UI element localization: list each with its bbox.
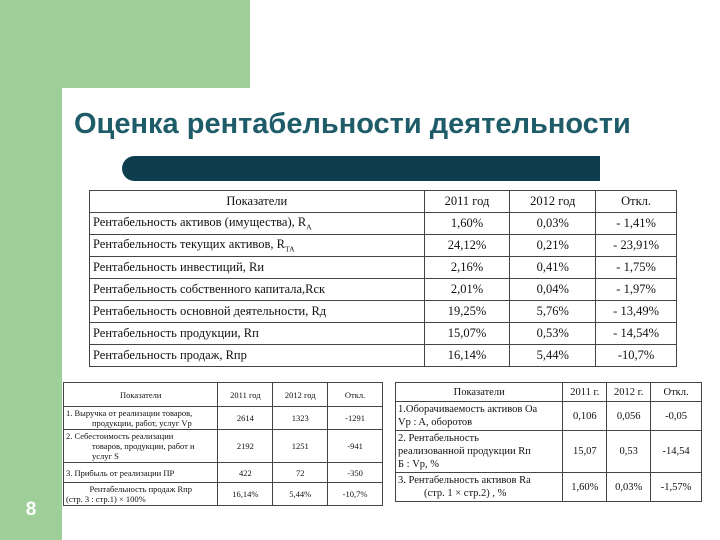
table-header-row: Показатели 2011 г. 2012 г. Откл. [394, 382, 702, 402]
value-2012: 5,76% [509, 300, 597, 323]
value-deviation: -941 [327, 429, 383, 463]
table-row: 2. Рентабельность реализованной продукци… [394, 430, 702, 473]
value-deviation: -10,7% [327, 482, 383, 506]
slide-number: 8 [25, 499, 37, 520]
header-deviation: Откл. [650, 382, 702, 402]
header-2012: 2012 год [272, 382, 329, 407]
row-label: Рентабельность основной деятельности, Rд [89, 300, 425, 323]
row-label: Рентабельность продукции, Rп [89, 322, 425, 345]
row-label: Рентабельность текущих активов, RТА [89, 234, 425, 257]
value-2012: 5,44% [509, 344, 597, 367]
value-deviation: -1291 [327, 406, 383, 430]
table-row: Рентабельность текущих активов, RТА 24,1… [89, 234, 677, 257]
sales-profitability-table: Показатели 2011 год 2012 год Откл. 1. Вы… [62, 382, 383, 506]
value-2011: 422 [217, 462, 274, 483]
value-2012: 0,03% [509, 212, 597, 235]
table-row: 1. Выручка от реализации товаров, продук… [62, 406, 383, 430]
value-2012: 0,41% [509, 256, 597, 279]
table-row: 2. Себестоимость реализации товаров, про… [62, 429, 383, 463]
assets-profitability-table: Показатели 2011 г. 2012 г. Откл. 1.Обора… [394, 382, 702, 502]
value-2011: 16,14% [217, 482, 274, 506]
value-2012: 1323 [272, 406, 329, 430]
value-deviation: - 1,75% [595, 256, 677, 279]
value-2012: 0,53 [606, 430, 652, 473]
value-deviation: - 1,97% [595, 278, 677, 301]
row-label: 1. Выручка от реализации товаров, продук… [62, 406, 219, 430]
value-deviation: -1,57% [650, 472, 702, 502]
row-label: Рентабельность инвестиций, Rи [89, 256, 425, 279]
side-accent-strip [0, 0, 62, 540]
row-label: 3. Прибыль от реализации ПР [62, 462, 219, 483]
value-deviation: - 1,41% [595, 212, 677, 235]
header-deviation: Откл. [595, 190, 677, 213]
table-row: Рентабельность инвестиций, Rи 2,16% 0,41… [89, 256, 677, 279]
row-label: 3. Рентабельность активов Ra (стр. 1 × с… [394, 472, 564, 502]
value-2011: 1,60% [423, 212, 511, 235]
value-2011: 15,07% [423, 322, 511, 345]
table-row: Рентабельность основной деятельности, Rд… [89, 300, 677, 323]
value-2011: 19,25% [423, 300, 511, 323]
header-2011: 2011 год [217, 382, 274, 407]
row-label: Рентабельность продаж, Rпр [89, 344, 425, 367]
value-deviation: - 14,54% [595, 322, 677, 345]
header-deviation: Откл. [327, 382, 383, 407]
value-deviation: -350 [327, 462, 383, 483]
value-2011: 2,01% [423, 278, 511, 301]
header-indicator: Показатели [89, 190, 425, 213]
header-2011: 2011 год [423, 190, 511, 213]
value-deviation: -0,05 [650, 401, 702, 431]
value-deviation: - 23,91% [595, 234, 677, 257]
value-2012: 0,056 [606, 401, 652, 431]
row-label: 2. Рентабельность реализованной продукци… [394, 430, 564, 473]
value-2012: 72 [272, 462, 329, 483]
table-row: Рентабельность собственного капитала,Rск… [89, 278, 677, 301]
value-2012: 0,04% [509, 278, 597, 301]
value-2011: 0,106 [562, 401, 608, 431]
value-deviation: -10,7% [595, 344, 677, 367]
value-deviation: -14,54 [650, 430, 702, 473]
table-header-row: Показатели 2011 год 2012 год Откл. [62, 382, 383, 407]
header-2011: 2011 г. [562, 382, 608, 402]
row-label: 1.Оборачиваемость активов Оа Vp : A, обо… [394, 401, 564, 431]
value-2011: 2192 [217, 429, 274, 463]
header-2012: 2012 г. [606, 382, 652, 402]
header-indicator: Показатели [62, 382, 219, 407]
title-underline-bar [122, 156, 600, 181]
value-2011: 16,14% [423, 344, 511, 367]
table-row: 1.Оборачиваемость активов Оа Vp : A, обо… [394, 401, 702, 431]
value-deviation: - 13,49% [595, 300, 677, 323]
row-label: 2. Себестоимость реализации товаров, про… [62, 429, 219, 463]
header-2012: 2012 год [509, 190, 597, 213]
value-2012: 0,21% [509, 234, 597, 257]
table-row: Рентабельность продаж, Rпр 16,14% 5,44% … [89, 344, 677, 367]
header-indicator: Показатели [394, 382, 564, 402]
profitability-table: Показатели 2011 год 2012 год Откл. Рента… [89, 190, 677, 367]
value-2011: 24,12% [423, 234, 511, 257]
table-row: 3. Прибыль от реализации ПР 422 72 -350 [62, 462, 383, 483]
value-2012: 1251 [272, 429, 329, 463]
value-2011: 2,16% [423, 256, 511, 279]
value-2011: 2614 [217, 406, 274, 430]
row-label: Рентабельность собственного капитала,Rск [89, 278, 425, 301]
table-header-row: Показатели 2011 год 2012 год Откл. [89, 190, 677, 213]
table-row: Рентабельность активов (имущества), RА 1… [89, 212, 677, 235]
row-label: Рентабельность активов (имущества), RА [89, 212, 425, 235]
value-2012: 0,53% [509, 322, 597, 345]
row-label: Рентабельность продаж Rпр (стр. 3 : стр.… [62, 482, 219, 506]
table-row: Рентабельность продукции, Rп 15,07% 0,53… [89, 322, 677, 345]
value-2011: 1,60% [562, 472, 608, 502]
table-row: 3. Рентабельность активов Ra (стр. 1 × с… [394, 472, 702, 502]
top-accent-block [0, 0, 250, 88]
table-row: Рентабельность продаж Rпр (стр. 3 : стр.… [62, 482, 383, 506]
value-2012: 5,44% [272, 482, 329, 506]
value-2012: 0,03% [606, 472, 652, 502]
value-2011: 15,07 [562, 430, 608, 473]
slide-title: Оценка рентабельности деятельности [74, 108, 631, 140]
